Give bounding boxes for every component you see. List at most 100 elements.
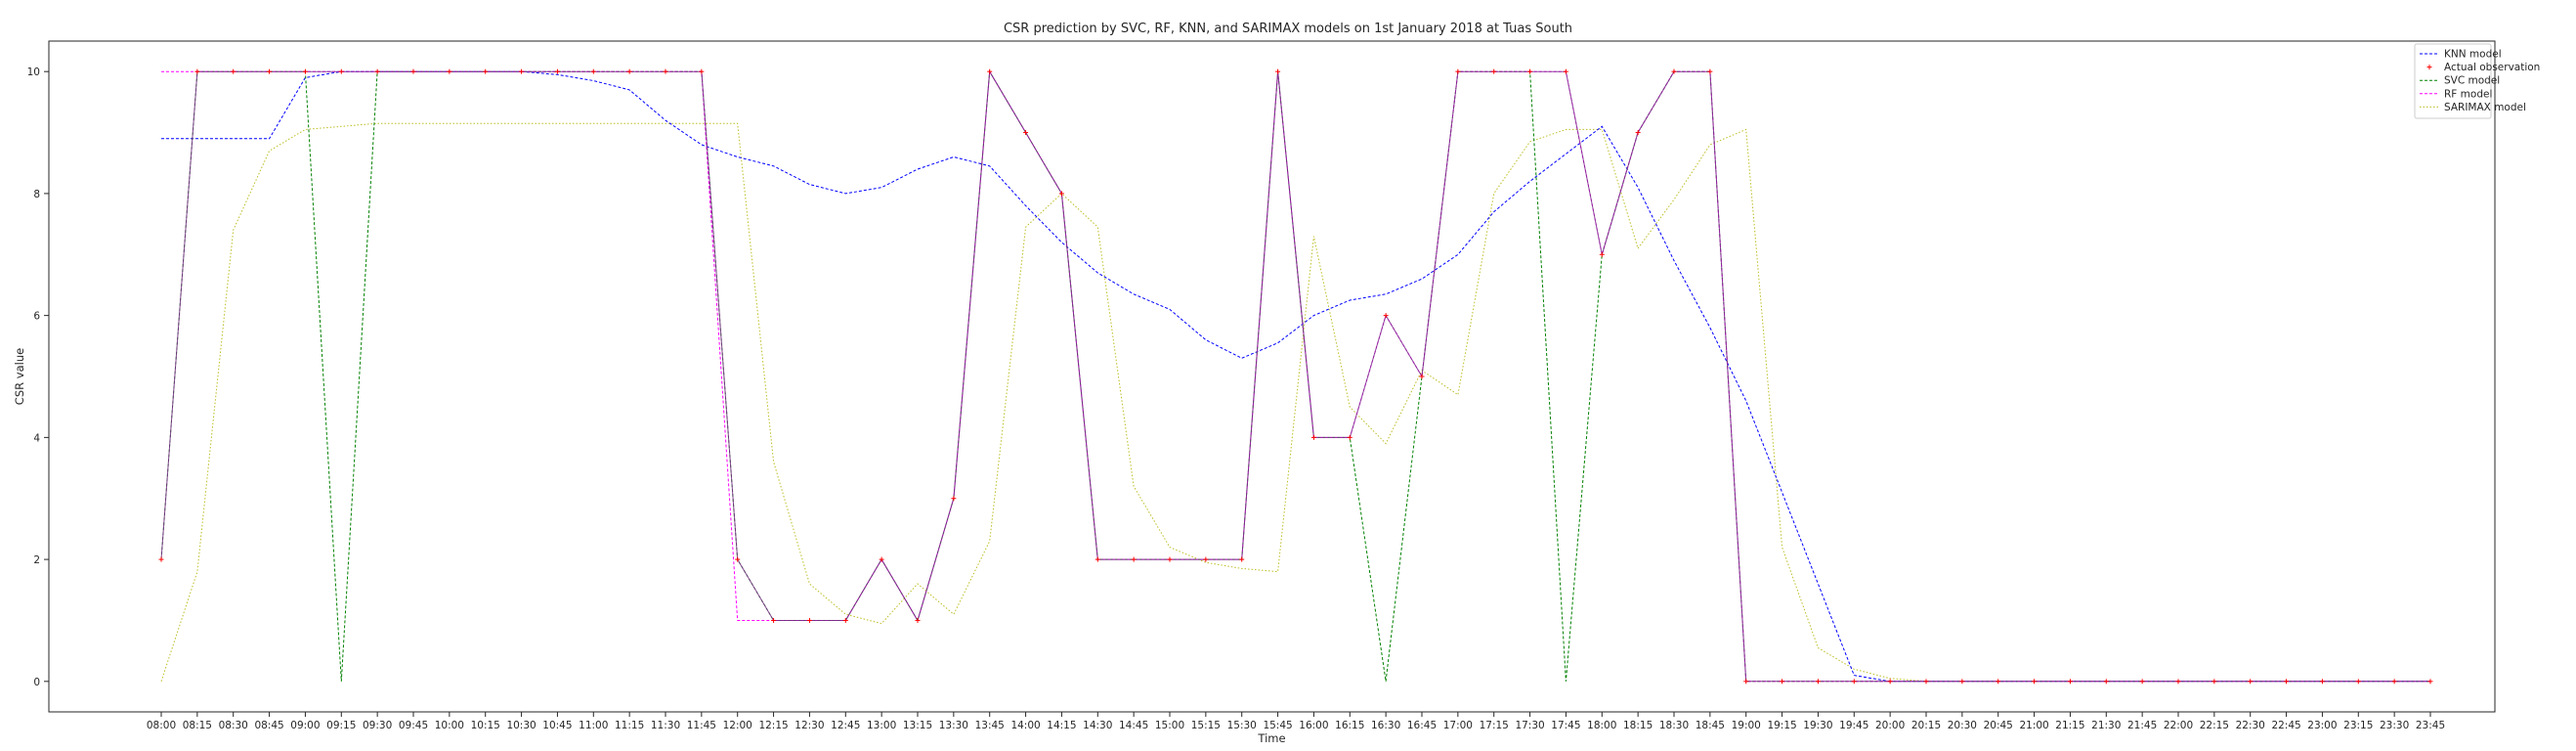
data-point-actual-observation bbox=[1023, 130, 1029, 136]
data-point-actual-observation bbox=[590, 68, 596, 74]
x-tick-label: 18:00 bbox=[1587, 720, 1616, 731]
legend-label: SVC model bbox=[2444, 75, 2500, 87]
x-tick-label: 08:00 bbox=[147, 720, 176, 731]
data-point-actual-observation bbox=[1455, 68, 1461, 74]
x-tick-label: 19:30 bbox=[1803, 720, 1832, 731]
data-point-actual-observation bbox=[2284, 679, 2290, 685]
data-point-actual-observation bbox=[1887, 679, 1893, 685]
data-point-actual-observation bbox=[2067, 679, 2073, 685]
x-tick-label: 09:30 bbox=[363, 720, 392, 731]
x-tick-label: 09:00 bbox=[290, 720, 320, 731]
x-tick-label: 22:00 bbox=[2164, 720, 2193, 731]
data-point-actual-observation bbox=[771, 617, 777, 623]
legend-label: KNN model bbox=[2444, 49, 2502, 61]
legend-item-svc-model: SVC model bbox=[2420, 75, 2500, 87]
data-point-actual-observation bbox=[2139, 679, 2145, 685]
data-point-actual-observation bbox=[1635, 130, 1641, 136]
data-point-actual-observation bbox=[915, 617, 921, 623]
data-point-actual-observation bbox=[1815, 679, 1821, 685]
data-point-actual-observation bbox=[2391, 679, 2397, 685]
x-tick-label: 14:00 bbox=[1010, 720, 1040, 731]
x-axis-label: Time bbox=[1257, 731, 1285, 745]
data-point-actual-observation bbox=[1095, 556, 1100, 562]
x-tick-label: 20:30 bbox=[1948, 720, 1977, 731]
data-point-actual-observation bbox=[951, 496, 957, 502]
x-tick-label: 22:45 bbox=[2271, 720, 2300, 731]
x-tick-label: 18:30 bbox=[1659, 720, 1689, 731]
x-tick-label: 12:00 bbox=[723, 720, 752, 731]
chart-title: CSR prediction by SVC, RF, KNN, and SARI… bbox=[1004, 22, 1572, 36]
x-tick-label: 11:15 bbox=[615, 720, 644, 731]
data-point-actual-observation bbox=[1851, 679, 1857, 685]
legend-label: SARIMAX model bbox=[2444, 102, 2526, 113]
x-tick-label: 17:00 bbox=[1443, 720, 1473, 731]
x-tick-label: 17:30 bbox=[1515, 720, 1544, 731]
plot-area bbox=[48, 40, 2496, 713]
data-point-actual-observation bbox=[699, 68, 705, 74]
data-point-actual-observation bbox=[447, 68, 452, 74]
x-tick-label: 19:00 bbox=[1732, 720, 1761, 731]
legend-box bbox=[2414, 43, 2492, 119]
x-tick-label: 22:15 bbox=[2200, 720, 2229, 731]
data-point-actual-observation bbox=[374, 68, 380, 74]
x-tick-label: 16:45 bbox=[1407, 720, 1437, 731]
x-tick-label: 13:45 bbox=[975, 720, 1005, 731]
x-tick-label: 18:15 bbox=[1623, 720, 1653, 731]
data-point-actual-observation bbox=[1671, 68, 1677, 74]
data-point-actual-observation bbox=[1527, 68, 1533, 74]
x-tick-label: 14:15 bbox=[1047, 720, 1076, 731]
y-axis: 0 2 4 6 8 10 bbox=[27, 66, 49, 688]
series-line-svc-model bbox=[160, 69, 2430, 683]
x-tick-label: 12:30 bbox=[794, 720, 824, 731]
x-tick-label: 10:45 bbox=[542, 720, 572, 731]
legend-label: Actual observation bbox=[2444, 62, 2540, 73]
data-point-actual-observation bbox=[2319, 679, 2325, 685]
data-point-actual-observation bbox=[1419, 374, 1425, 379]
x-tick-label: 21:45 bbox=[2127, 720, 2157, 731]
series-layer bbox=[158, 68, 2433, 685]
x-tick-label: 11:45 bbox=[687, 720, 716, 731]
data-point-actual-observation bbox=[194, 68, 200, 74]
y-tick-label: 2 bbox=[33, 554, 40, 566]
data-point-actual-observation bbox=[231, 68, 236, 74]
x-tick-label: 09:15 bbox=[326, 720, 356, 731]
data-point-actual-observation bbox=[1347, 434, 1352, 440]
data-point-actual-observation bbox=[554, 68, 560, 74]
data-point-actual-observation bbox=[1491, 68, 1497, 74]
data-point-actual-observation bbox=[626, 68, 632, 74]
data-point-actual-observation bbox=[2211, 679, 2217, 685]
data-point-actual-observation bbox=[1203, 556, 1209, 562]
y-axis-label: CSR value bbox=[13, 348, 26, 405]
x-tick-label: 23:45 bbox=[2416, 720, 2445, 731]
x-tick-label: 10:15 bbox=[471, 720, 500, 731]
data-point-actual-observation bbox=[1707, 68, 1713, 74]
series-line-sarimax-model bbox=[160, 122, 2430, 683]
data-point-actual-observation bbox=[879, 556, 884, 562]
legend-item-knn-model: KNN model bbox=[2420, 49, 2502, 61]
x-tick-label: 21:00 bbox=[2019, 720, 2048, 731]
x-tick-label: 18:45 bbox=[1696, 720, 1725, 731]
data-point-actual-observation bbox=[987, 68, 993, 74]
x-tick-label: 16:15 bbox=[1335, 720, 1364, 731]
data-point-actual-observation bbox=[1923, 679, 1929, 685]
data-point-actual-observation bbox=[2427, 679, 2433, 685]
x-tick-label: 12:45 bbox=[831, 720, 860, 731]
x-tick-label: 20:15 bbox=[1911, 720, 1941, 731]
x-tick-label: 08:45 bbox=[254, 720, 283, 731]
x-tick-label: 13:30 bbox=[939, 720, 968, 731]
series-line-actual-observation bbox=[160, 69, 2430, 683]
data-point-actual-observation bbox=[1780, 679, 1785, 685]
y-tick-label: 8 bbox=[33, 189, 40, 200]
legend-item-rf-model: RF model bbox=[2420, 88, 2492, 100]
data-point-actual-observation bbox=[519, 68, 525, 74]
x-tick-label: 12:15 bbox=[758, 720, 788, 731]
x-tick-label: 22:30 bbox=[2236, 720, 2265, 731]
data-point-actual-observation bbox=[1563, 68, 1568, 74]
x-tick-label: 09:45 bbox=[399, 720, 428, 731]
x-tick-label: 17:15 bbox=[1480, 720, 1509, 731]
legend-item-actual-observation: Actual observation bbox=[2426, 62, 2540, 73]
x-tick-label: 16:30 bbox=[1371, 720, 1400, 731]
x-tick-label: 20:00 bbox=[1875, 720, 1905, 731]
x-tick-label: 14:30 bbox=[1083, 720, 1112, 731]
